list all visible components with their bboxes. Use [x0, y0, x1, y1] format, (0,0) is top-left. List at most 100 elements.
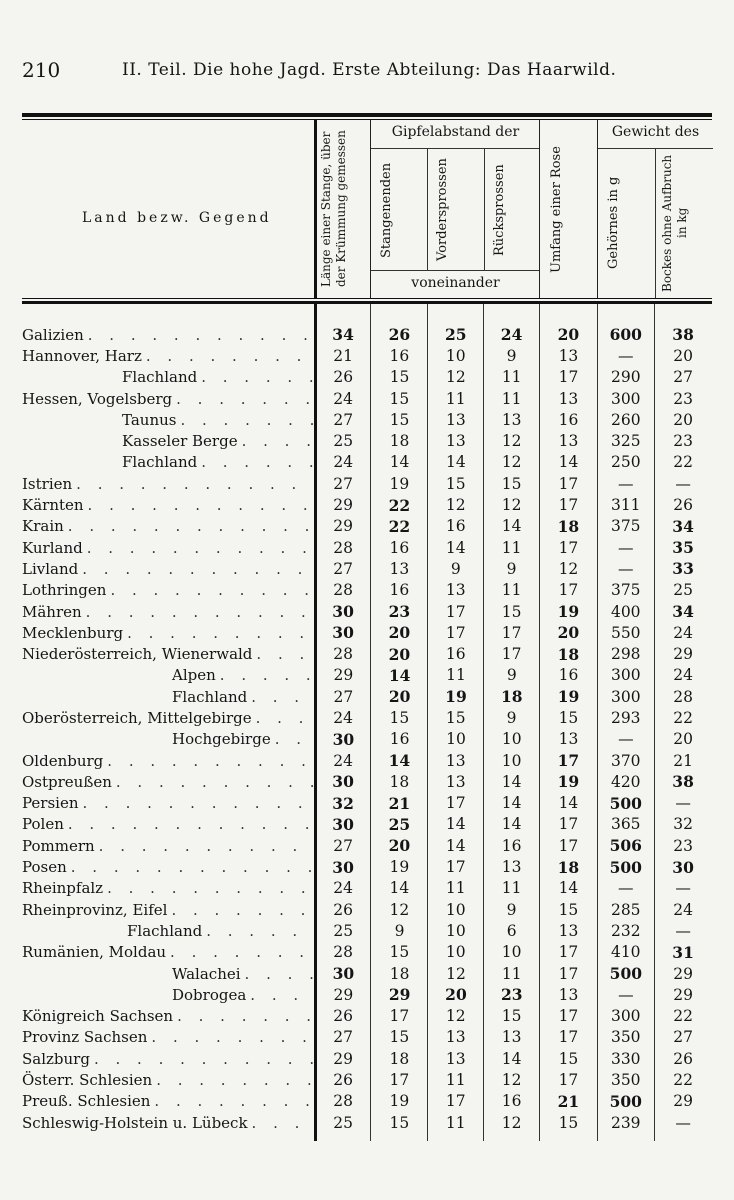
leader-dots: . . . . . . . . . . . . . . . . . . . . … [145, 346, 315, 365]
value-cell: 550 [610, 623, 641, 642]
land-cell: Hochgebirge. . . . . . . . . . . . . . .… [22, 730, 315, 748]
value-cell: 330 [610, 1049, 641, 1068]
value-cell: 22 [673, 1071, 693, 1090]
value-cell: 13 [501, 1028, 522, 1047]
value-cell: 20 [673, 410, 693, 429]
value-cell: 16 [389, 730, 410, 749]
value-cell: 11 [501, 538, 522, 557]
value-cell: 375 [610, 581, 641, 600]
table-row: Hochgebirge. . . . . . . . . . . . . . .… [22, 729, 712, 750]
value-cell: 500 [609, 793, 642, 813]
value-cell: 15 [558, 1113, 579, 1132]
value-cell: 13 [558, 432, 579, 451]
value-cell: 26 [673, 496, 693, 515]
land-name: Ostpreußen [22, 772, 112, 791]
land-cell: Flachland. . . . . . . . . . . . . . . .… [22, 922, 315, 940]
value-cell: 260 [611, 410, 641, 429]
value-cell: 29 [388, 985, 411, 1005]
value-cell: 20 [388, 687, 411, 707]
land-name: Posen [22, 858, 67, 877]
value-cell: 16 [558, 666, 579, 685]
header-gipfel: Gipfelabstand der [391, 124, 520, 140]
value-cell: 500 [609, 857, 642, 877]
land-name: Flachland [172, 687, 248, 706]
land-name: Flachland [127, 921, 203, 940]
value-cell: 13 [446, 432, 466, 451]
value-cell: — [618, 346, 634, 365]
leader-dots: . . . . . . . . . . . . . . . . . . . . … [219, 666, 316, 685]
value-cell: 17 [558, 368, 579, 387]
value-cell: 17 [558, 538, 579, 557]
value-cell: 15 [389, 389, 410, 408]
value-cell: 26 [673, 1049, 693, 1068]
land-cell: Flachland. . . . . . . . . . . . . . . .… [22, 688, 315, 706]
value-cell: 11 [446, 666, 466, 685]
value-cell: 350 [610, 1028, 641, 1047]
value-cell: 38 [672, 772, 694, 792]
value-cell: 15 [389, 1113, 410, 1132]
value-cell: 600 [609, 325, 642, 345]
value-cell: 18 [557, 644, 580, 664]
land-cell: Polen. . . . . . . . . . . . . . . . . .… [22, 815, 315, 833]
land-cell: Pommern. . . . . . . . . . . . . . . . .… [22, 837, 315, 855]
value-cell: 13 [445, 581, 466, 600]
value-cell: 17 [558, 1028, 579, 1047]
value-cell: 14 [445, 538, 466, 557]
value-cell: 29 [333, 1049, 353, 1068]
table-row: Lothringen. . . . . . . . . . . . . . . … [22, 580, 712, 601]
table-row: Dobrogea. . . . . . . . . . . . . . . . … [22, 984, 712, 1005]
header-bock: Bockes ohne Aufbruch in kg [660, 154, 689, 292]
value-cell: 10 [446, 921, 466, 940]
table-row: Kärnten. . . . . . . . . . . . . . . . .… [22, 494, 712, 515]
value-cell: 325 [611, 432, 641, 451]
header-ruecksprossen: Rücksprossen [492, 164, 507, 256]
land-name: Dobrogea [172, 985, 247, 1004]
value-cell: 15 [445, 708, 466, 727]
header-gehoern: Gehörnes in g [606, 176, 621, 270]
value-cell: 14 [558, 879, 579, 898]
table-row: Rheinprovinz, Eifel. . . . . . . . . . .… [22, 899, 712, 920]
data-table: Land bezw. Gegend Länge einer Stange, üb… [22, 113, 713, 1142]
land-cell: Rumänien, Moldau. . . . . . . . . . . . … [22, 943, 315, 961]
table-row: Königreich Sachsen. . . . . . . . . . . … [22, 1006, 712, 1027]
value-cell: 17 [445, 794, 466, 813]
table-row: Österr. Schlesien. . . . . . . . . . . .… [22, 1069, 712, 1090]
land-cell: Rheinpfalz. . . . . . . . . . . . . . . … [22, 879, 315, 897]
value-cell: 17 [389, 1007, 410, 1026]
land-name: Galizien [22, 325, 84, 344]
value-cell: 21 [333, 346, 353, 365]
value-cell: 29 [333, 666, 354, 685]
land-cell: Dobrogea. . . . . . . . . . . . . . . . … [22, 986, 315, 1004]
value-cell: 400 [610, 602, 641, 621]
value-cell: 28 [333, 645, 353, 664]
value-cell: 300 [610, 1007, 641, 1026]
value-cell: 290 [611, 368, 641, 387]
land-cell: Mecklenburg. . . . . . . . . . . . . . .… [22, 624, 315, 642]
land-cell: Salzburg. . . . . . . . . . . . . . . . … [22, 1050, 315, 1068]
table-row: Preuß. Schlesien. . . . . . . . . . . . … [22, 1091, 712, 1112]
header-gewicht: Gewicht des [611, 124, 700, 140]
leader-dots: . . . . . . . . . . . . . . . . . . . . … [82, 559, 315, 578]
value-cell: 11 [501, 368, 522, 387]
table-row: Flachland. . . . . . . . . . . . . . . .… [22, 920, 712, 941]
value-cell: 29 [673, 1092, 693, 1111]
value-cell: 23 [673, 432, 693, 451]
value-cell: 28 [333, 538, 353, 557]
value-cell: 375 [610, 517, 641, 536]
land-name: Hessen, Vogelsberg [22, 389, 173, 408]
leader-dots: . . . . . . . . . . . . . . . . . . . . … [107, 751, 315, 770]
value-cell: 9 [506, 346, 517, 365]
value-cell: 17 [558, 1071, 579, 1090]
value-cell: 17 [558, 581, 579, 600]
value-cell: 19 [389, 858, 410, 877]
running-head: II. Teil. Die hohe Jagd. Erste Abteilung… [122, 60, 617, 80]
value-cell: 34 [672, 602, 694, 621]
value-cell: 10 [446, 730, 466, 749]
value-cell: 17 [445, 858, 466, 877]
table-row: Taunus. . . . . . . . . . . . . . . . . … [22, 409, 712, 430]
value-cell: 11 [445, 1071, 466, 1090]
value-cell: 29 [673, 645, 693, 664]
value-cell: 12 [446, 368, 466, 387]
leader-dots: . . . . . . . . . . . . . . . . . . . . … [115, 772, 315, 791]
land-cell: Rheinprovinz, Eifel. . . . . . . . . . .… [22, 901, 315, 919]
